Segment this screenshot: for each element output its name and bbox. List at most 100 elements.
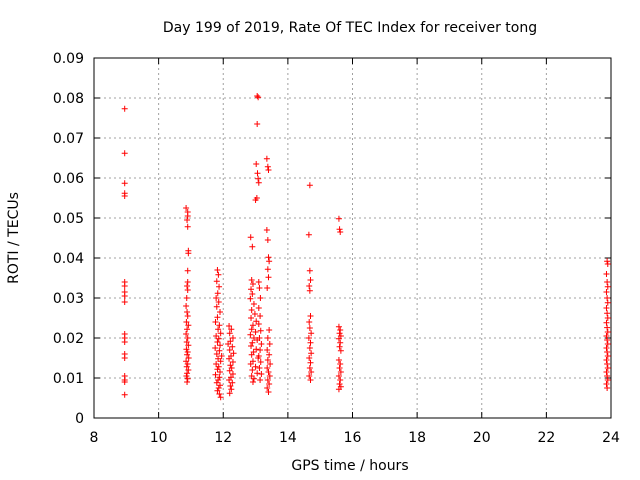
data-point: [213, 295, 220, 301]
data-point: [184, 213, 191, 219]
data-point: [251, 311, 258, 317]
data-point: [266, 373, 273, 379]
data-point: [266, 341, 273, 347]
data-point: [183, 205, 190, 211]
data-point: [257, 295, 264, 301]
x-tick-label: 22: [537, 430, 555, 446]
data-point: [306, 345, 313, 351]
data-point: [337, 361, 344, 367]
data-point: [335, 335, 342, 342]
data-point: [307, 339, 314, 346]
data-point: [184, 379, 191, 385]
data-point: [184, 361, 191, 367]
data-point: [306, 319, 313, 325]
data-point: [604, 329, 611, 335]
data-point: [265, 274, 272, 281]
data-point: [183, 373, 190, 379]
data-point: [255, 321, 262, 327]
data-point: [603, 381, 610, 387]
data-point: [254, 93, 261, 99]
data-point: [247, 331, 254, 338]
data-point: [215, 326, 222, 333]
data-point: [256, 285, 263, 291]
data-point: [337, 339, 344, 346]
data-point: [248, 351, 255, 358]
data-point: [306, 182, 313, 189]
data-point: [229, 379, 236, 386]
data-point: [185, 367, 192, 373]
data-point: [184, 335, 191, 341]
data-point: [308, 369, 315, 375]
data-point: [256, 335, 263, 341]
data-point: [604, 299, 611, 306]
data-point: [257, 377, 264, 383]
data-point: [336, 343, 343, 350]
data-point: [185, 355, 192, 361]
data-point: [185, 322, 192, 329]
data-point: [184, 313, 191, 319]
data-point: [185, 342, 192, 349]
data-point: [214, 314, 221, 321]
data-point: [121, 150, 128, 157]
data-point: [249, 339, 256, 346]
data-point: [226, 347, 233, 353]
data-point: [604, 349, 611, 355]
data-point: [306, 373, 313, 379]
data-point: [254, 170, 261, 177]
data-point: [603, 271, 610, 277]
data-point: [214, 366, 221, 373]
grid-layer: [94, 58, 611, 418]
x-tick-label: 24: [602, 430, 620, 446]
data-point: [247, 361, 254, 367]
data-point: [306, 267, 313, 274]
data-point: [228, 386, 235, 393]
data-point: [184, 326, 191, 333]
data-point: [215, 377, 222, 383]
data-point: [248, 315, 255, 321]
data-point: [247, 234, 254, 241]
data-point: [307, 277, 314, 283]
data-point: [229, 335, 236, 341]
data-point: [229, 359, 236, 365]
data-point: [184, 349, 191, 355]
data-point: [257, 347, 264, 353]
data-point: [336, 381, 343, 387]
data-point: [604, 337, 611, 343]
data-point: [337, 327, 344, 333]
data-point: [255, 175, 262, 182]
data-point: [183, 295, 190, 301]
data-point: [603, 369, 610, 375]
data-point: [184, 287, 191, 293]
y-tick-label: 0.03: [53, 291, 84, 307]
data-point: [216, 391, 223, 397]
data-point: [229, 343, 236, 350]
data-point: [215, 335, 222, 342]
data-point: [217, 342, 224, 349]
data-point: [248, 277, 255, 283]
data-point: [228, 326, 235, 333]
data-point: [604, 295, 611, 301]
data-point: [218, 353, 225, 359]
data-point: [249, 281, 256, 287]
data-point: [213, 361, 220, 367]
data-point: [308, 330, 315, 337]
data-point: [604, 361, 611, 367]
data-point: [214, 339, 221, 345]
data-point: [264, 163, 271, 170]
data-point: [267, 361, 274, 367]
data-point: [264, 285, 271, 291]
data-point: [335, 357, 342, 363]
data-point: [337, 229, 344, 235]
data-point: [335, 215, 342, 222]
data-point: [253, 318, 260, 325]
y-tick-label: 0.02: [53, 331, 84, 347]
x-tick-label: 16: [344, 430, 362, 446]
data-point: [184, 267, 191, 274]
data-point: [253, 161, 260, 167]
y-tick-label: 0.09: [53, 51, 84, 67]
data-point: [266, 381, 273, 387]
data-point: [335, 373, 342, 379]
data-point: [217, 309, 224, 315]
data-point: [255, 179, 262, 186]
